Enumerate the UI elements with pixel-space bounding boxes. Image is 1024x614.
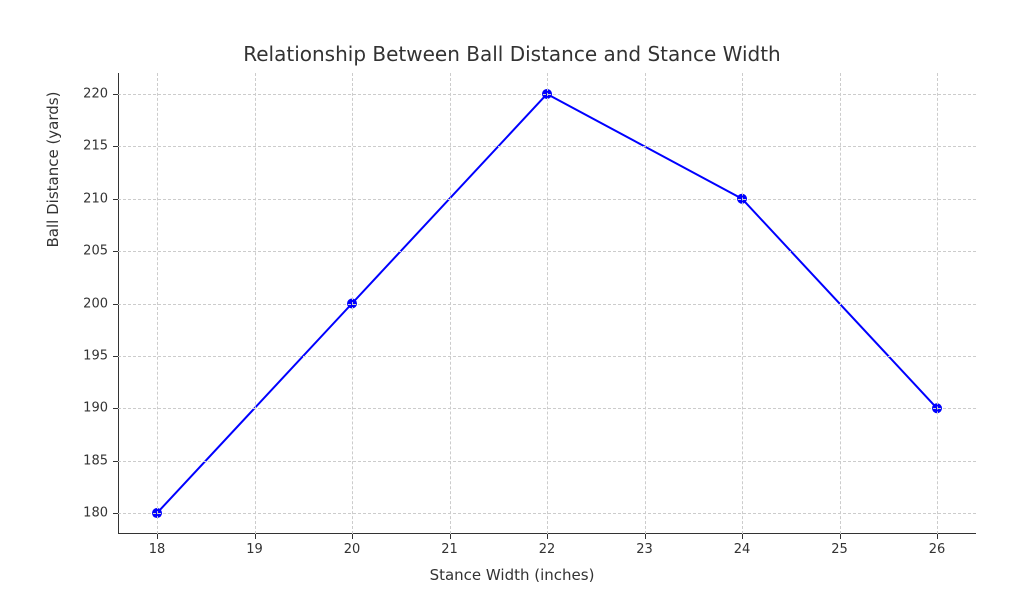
y-tick-label: 185 — [83, 453, 108, 468]
x-tick-label: 19 — [246, 542, 263, 557]
y-tick — [113, 199, 118, 200]
grid-line-horizontal — [118, 251, 976, 252]
grid-line-horizontal — [118, 408, 976, 409]
x-tick-label: 20 — [344, 542, 361, 557]
y-tick — [113, 356, 118, 357]
plot-area: 1819202122232425261801851901952002052102… — [118, 73, 976, 534]
y-tick-label: 215 — [83, 139, 108, 154]
x-axis-label: Stance Width (inches) — [0, 566, 1024, 584]
y-tick — [113, 304, 118, 305]
y-tick-label: 210 — [83, 191, 108, 206]
x-tick — [255, 534, 256, 539]
x-tick — [352, 534, 353, 539]
chart-title: Relationship Between Ball Distance and S… — [0, 42, 1024, 66]
x-tick-label: 18 — [149, 542, 166, 557]
y-tick — [113, 94, 118, 95]
line-chart: Relationship Between Ball Distance and S… — [0, 0, 1024, 614]
grid-line-horizontal — [118, 94, 976, 95]
x-tick — [937, 534, 938, 539]
x-tick — [840, 534, 841, 539]
x-tick-label: 24 — [734, 542, 751, 557]
x-tick — [742, 534, 743, 539]
y-tick — [113, 461, 118, 462]
y-tick-label: 200 — [83, 296, 108, 311]
y-tick-label: 190 — [83, 401, 108, 416]
x-tick-label: 25 — [831, 542, 848, 557]
x-tick — [157, 534, 158, 539]
grid-line-horizontal — [118, 146, 976, 147]
grid-line-horizontal — [118, 304, 976, 305]
y-tick — [113, 513, 118, 514]
grid-line-horizontal — [118, 461, 976, 462]
y-tick — [113, 251, 118, 252]
x-tick — [547, 534, 548, 539]
y-tick — [113, 408, 118, 409]
x-tick-label: 23 — [636, 542, 653, 557]
y-tick-label: 205 — [83, 244, 108, 259]
grid-line-horizontal — [118, 199, 976, 200]
x-tick — [645, 534, 646, 539]
y-axis-label: Ball Distance (yards) — [44, 0, 62, 400]
y-tick — [113, 146, 118, 147]
grid-line-horizontal — [118, 513, 976, 514]
x-tick-label: 21 — [441, 542, 458, 557]
y-tick-label: 220 — [83, 86, 108, 101]
y-tick-label: 195 — [83, 348, 108, 363]
y-tick-label: 180 — [83, 506, 108, 521]
grid-line-horizontal — [118, 356, 976, 357]
x-tick-label: 26 — [929, 542, 946, 557]
x-tick — [450, 534, 451, 539]
x-tick-label: 22 — [539, 542, 556, 557]
